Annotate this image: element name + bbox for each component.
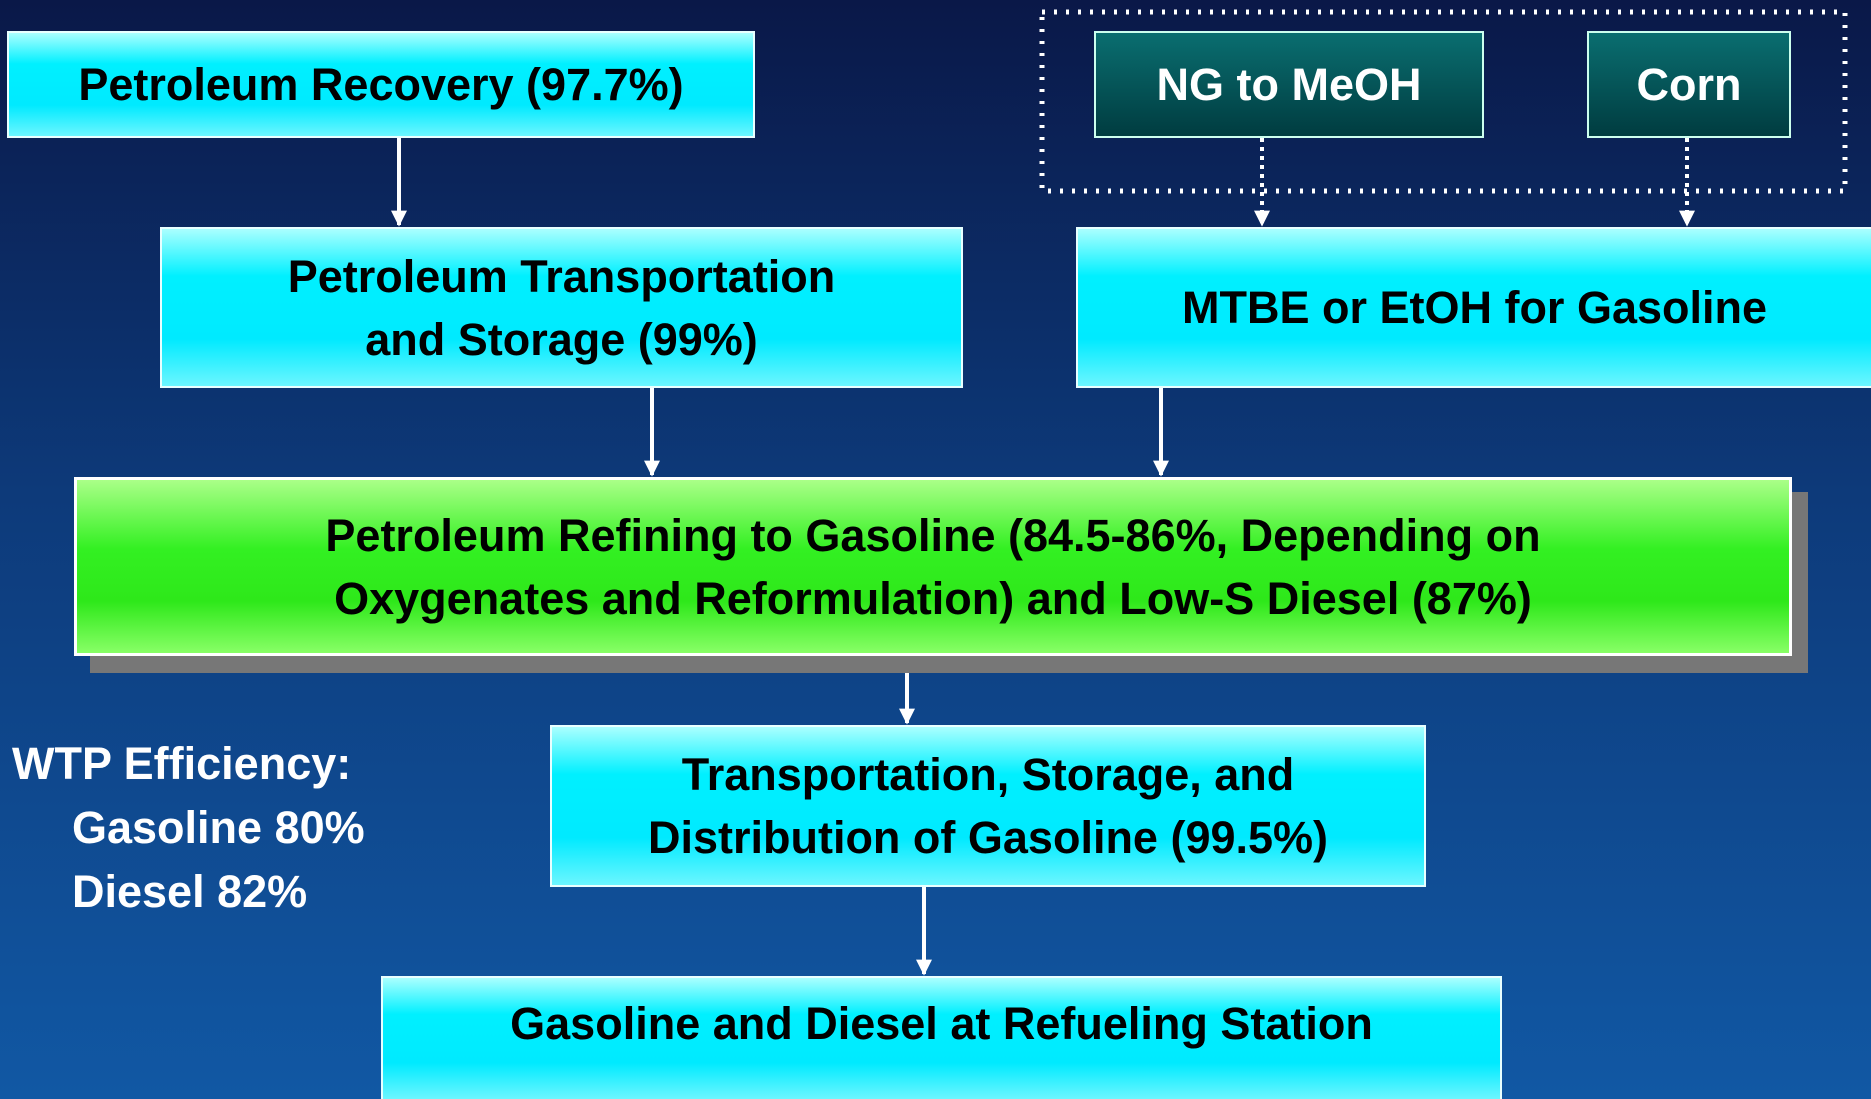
node: NG to MeOH	[1094, 31, 1484, 138]
node-label: MTBE or EtOH for Gasoline	[1181, 282, 1768, 333]
dotted-group	[1039, 9, 1848, 194]
node-label: Corn	[1636, 59, 1742, 110]
node-label: Petroleum Refining to Gasoline (84.5-86%…	[325, 509, 1541, 561]
efficiency-item: Diesel 82%	[72, 866, 308, 917]
node-label: Petroleum Transportation	[287, 250, 836, 302]
efficiency-title: WTP Efficiency:	[12, 738, 352, 789]
node: Petroleum Recovery (97.7%)	[7, 31, 755, 138]
node-label: NG to MeOH	[1156, 59, 1422, 110]
node: Corn	[1587, 31, 1791, 138]
node: Petroleum Transportation and Storage (99%…	[160, 227, 963, 388]
node-label: Transportation, Storage, and	[681, 749, 1295, 800]
node-label: and Storage (99%)	[365, 313, 758, 365]
node-label: Petroleum Recovery (97.7%)	[78, 59, 684, 110]
node: Petroleum Refining to Gasoline (84.5-86%…	[74, 477, 1792, 656]
node-label: Oxygenates and Reformulation) and Low-S …	[334, 572, 1532, 624]
efficiency: WTP Efficiency: Gasoline 80% Diesel 82%	[12, 732, 365, 924]
node-label: Gasoline and Diesel at Refueling Station	[510, 998, 1373, 1049]
node: Transportation, Storage, and Distribution…	[550, 725, 1426, 887]
efficiency-item: Gasoline 80%	[72, 802, 365, 853]
node: MTBE or EtOH for Gasoline	[1076, 227, 1871, 388]
node-label: Distribution of Gasoline (99.5%)	[647, 812, 1329, 863]
node: Gasoline and Diesel at Refueling Station	[381, 976, 1502, 1099]
